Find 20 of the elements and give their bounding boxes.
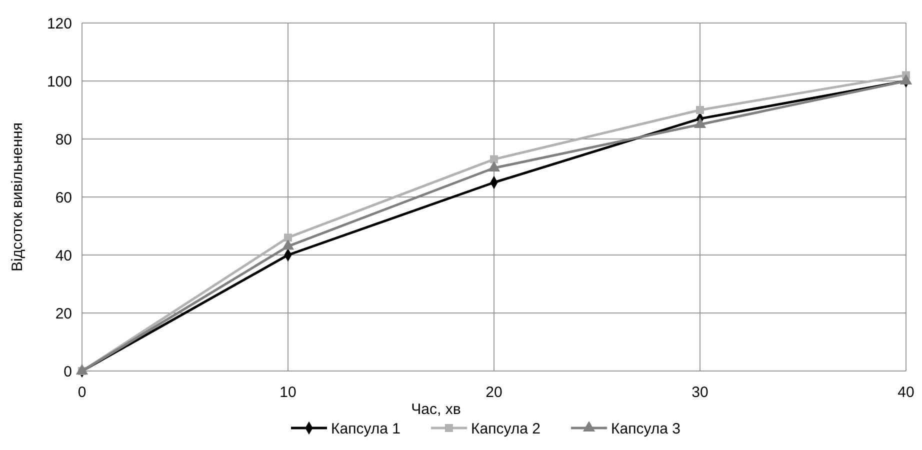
y-tick-label: 40 bbox=[55, 247, 72, 264]
legend-label: Капсула 3 bbox=[611, 420, 680, 438]
y-tick-label: 100 bbox=[46, 73, 72, 90]
x-axis-title: Час, хв bbox=[411, 401, 461, 418]
point bbox=[490, 155, 498, 164]
y-axis-title: Відсоток вивільнення bbox=[9, 122, 26, 272]
x-tick-label: 10 bbox=[280, 384, 296, 401]
x-tick-label: 0 bbox=[78, 384, 86, 401]
y-tick-label: 80 bbox=[55, 131, 72, 148]
x-tick-label: 30 bbox=[692, 384, 708, 401]
y-tick-label: 20 bbox=[55, 305, 72, 322]
x-tick-label: 20 bbox=[486, 384, 502, 401]
point bbox=[284, 234, 292, 242]
point bbox=[696, 106, 704, 114]
y-tick-label: 60 bbox=[55, 189, 72, 206]
y-tick-label: 0 bbox=[64, 363, 72, 380]
legend-label: Капсула 2 bbox=[471, 420, 540, 438]
y-tick-label: 120 bbox=[46, 15, 72, 32]
legend-label: Капсула 1 bbox=[331, 420, 400, 438]
x-tick-label: 40 bbox=[898, 384, 914, 401]
